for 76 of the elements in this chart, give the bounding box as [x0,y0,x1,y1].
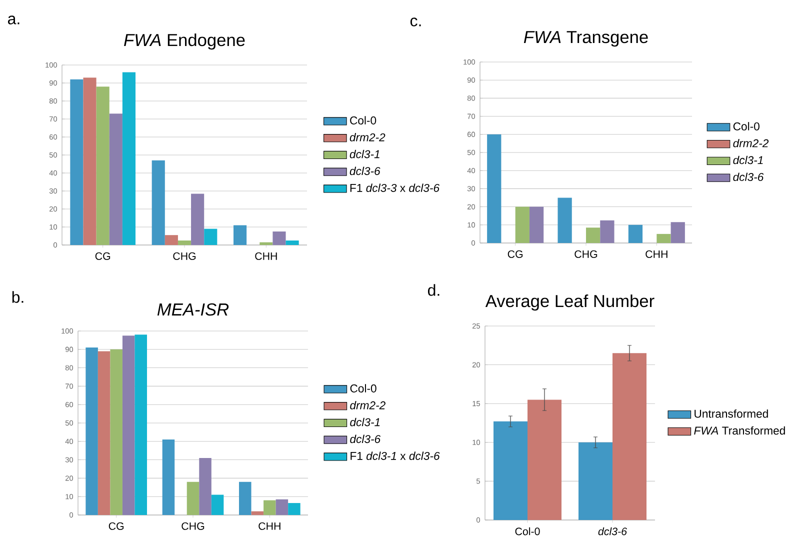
bar [152,160,165,245]
legend-label: Untransformed [694,409,768,418]
bar [98,351,110,515]
bar [529,206,544,243]
x-tick-label: CHH [646,250,668,258]
legend-label: Col-0 [350,384,376,392]
bar [109,114,122,245]
bar [211,494,224,515]
bar [70,79,84,245]
bar [122,336,135,515]
x-tick-label: CG [95,252,110,260]
bar [528,400,562,520]
legend-label: drm2-2 [733,138,769,148]
bar [239,482,252,515]
bar [628,224,643,243]
bar [586,228,600,243]
bar [134,334,148,515]
chart-title: FWA Endogene [124,33,245,50]
bar [600,220,614,243]
bar [122,72,136,245]
legend-label: dcl3-6 [350,434,381,444]
text: a. [8,16,20,24]
text: d. [428,284,440,296]
bar [96,86,110,245]
text: c. [410,18,421,26]
bar [110,349,122,515]
bar [276,499,288,515]
bar [264,500,276,515]
text: b. [12,291,24,303]
bar [286,240,299,245]
bar [83,78,96,245]
bar [178,240,192,245]
bar [670,222,685,243]
legend-label: drm2-2 [350,401,386,410]
bar [86,348,98,515]
chart-title: Average Leaf Number [485,294,654,311]
legend-label: dcl3-1 [350,150,380,158]
x-tick-label: CG [108,522,124,530]
x-tick-label: CHH [258,522,280,530]
x-tick-label: CG [508,250,523,258]
x-tick-label: CHG [182,522,204,530]
legend-label: dcl3-6 [350,166,380,176]
bar [612,353,646,520]
bar [199,458,212,515]
legend-label: dcl3-6 [733,172,764,182]
bar [186,482,200,515]
x-tick-label: CHH [255,252,277,260]
legend-label: dcl3-1 [350,418,380,426]
bar [260,242,273,245]
chart-title: FWA Transgene [524,31,648,47]
bar [515,206,530,243]
x-tick-label: CHG [173,252,196,260]
legend-label: F1 dcl3-3 x dcl3-6 [350,184,440,192]
legend-label: Col-0 [733,122,760,130]
legend-label: FWA Transformed [694,426,785,435]
bar [251,511,264,515]
legend-label: Col-0 [350,116,376,124]
legend-label: dcl3-1 [733,156,763,164]
x-tick-label: Col-0 [515,527,540,536]
bar [558,198,572,243]
bar [288,503,300,515]
bar [234,225,247,245]
bar [191,194,204,245]
legend-label: F1 dcl3-1 x dcl3-6 [350,452,440,460]
bar [272,231,286,245]
bar [204,228,218,245]
bar [164,235,178,245]
bar [494,421,528,520]
bar [578,442,612,520]
x-tick-label: CHG [574,250,598,258]
bar [162,440,175,515]
legend-label: drm2-2 [350,133,386,142]
bar [656,234,671,243]
bar [487,134,502,243]
x-tick-label: dcl3-6 [598,527,628,536]
chart-title: MEA-ISR [157,303,229,316]
